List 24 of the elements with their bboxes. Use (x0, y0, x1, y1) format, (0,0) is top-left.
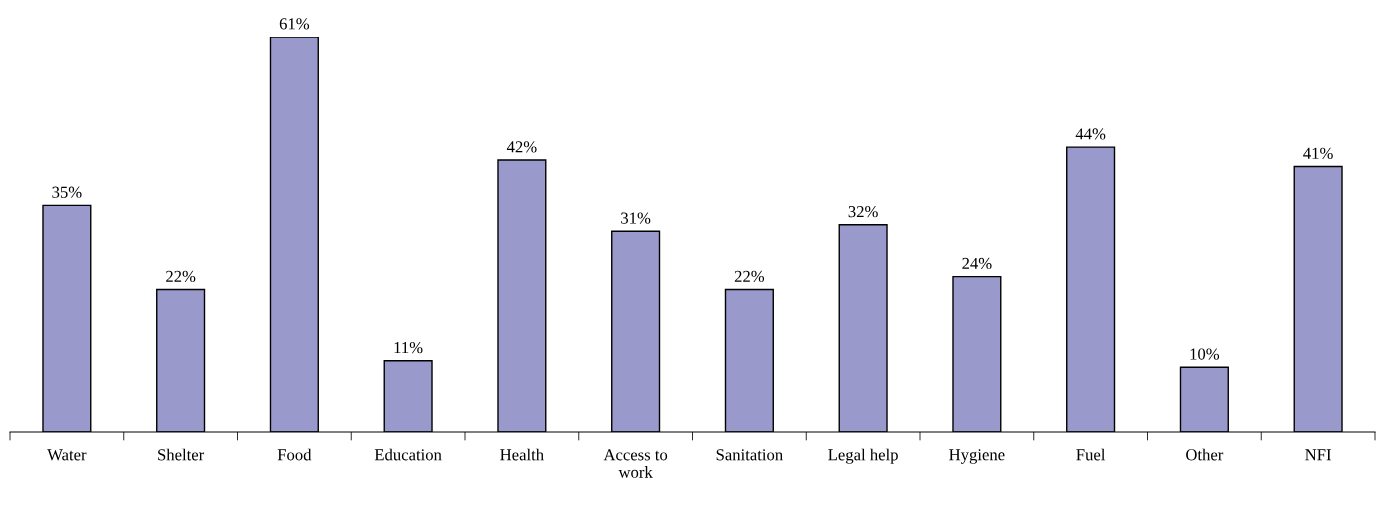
data-label: 42% (506, 141, 537, 153)
data-label: 35% (52, 186, 82, 198)
x-tick-label: Hygiene (949, 449, 1005, 464)
x-tick-label: Education (374, 448, 442, 461)
x-tick-label: Sanitation (716, 449, 783, 461)
data-label: 31% (621, 212, 651, 224)
x-tick-label: Access to work (603, 449, 668, 478)
x-tick-label: NFI (1305, 449, 1331, 461)
data-label: 22% (166, 270, 196, 283)
data-label: 11% (394, 341, 423, 354)
data-label: 24% (962, 257, 992, 270)
x-tick-label: Shelter (158, 448, 205, 461)
x-tick-label: Health (500, 448, 544, 461)
x-tick-label: Water (47, 449, 87, 461)
x-tick-label: Fuel (1076, 448, 1106, 461)
data-label: 32% (848, 205, 878, 218)
x-tick-label: Legal help (828, 448, 898, 464)
data-label: 22% (734, 270, 765, 283)
x-tick-label: Other (1186, 448, 1224, 461)
x-tick-label: Food (277, 448, 312, 461)
data-label: 61% (279, 18, 310, 30)
data-label: 44% (1075, 128, 1106, 140)
data-label: 41% (1303, 147, 1333, 160)
data-label: 10% (1190, 348, 1220, 360)
